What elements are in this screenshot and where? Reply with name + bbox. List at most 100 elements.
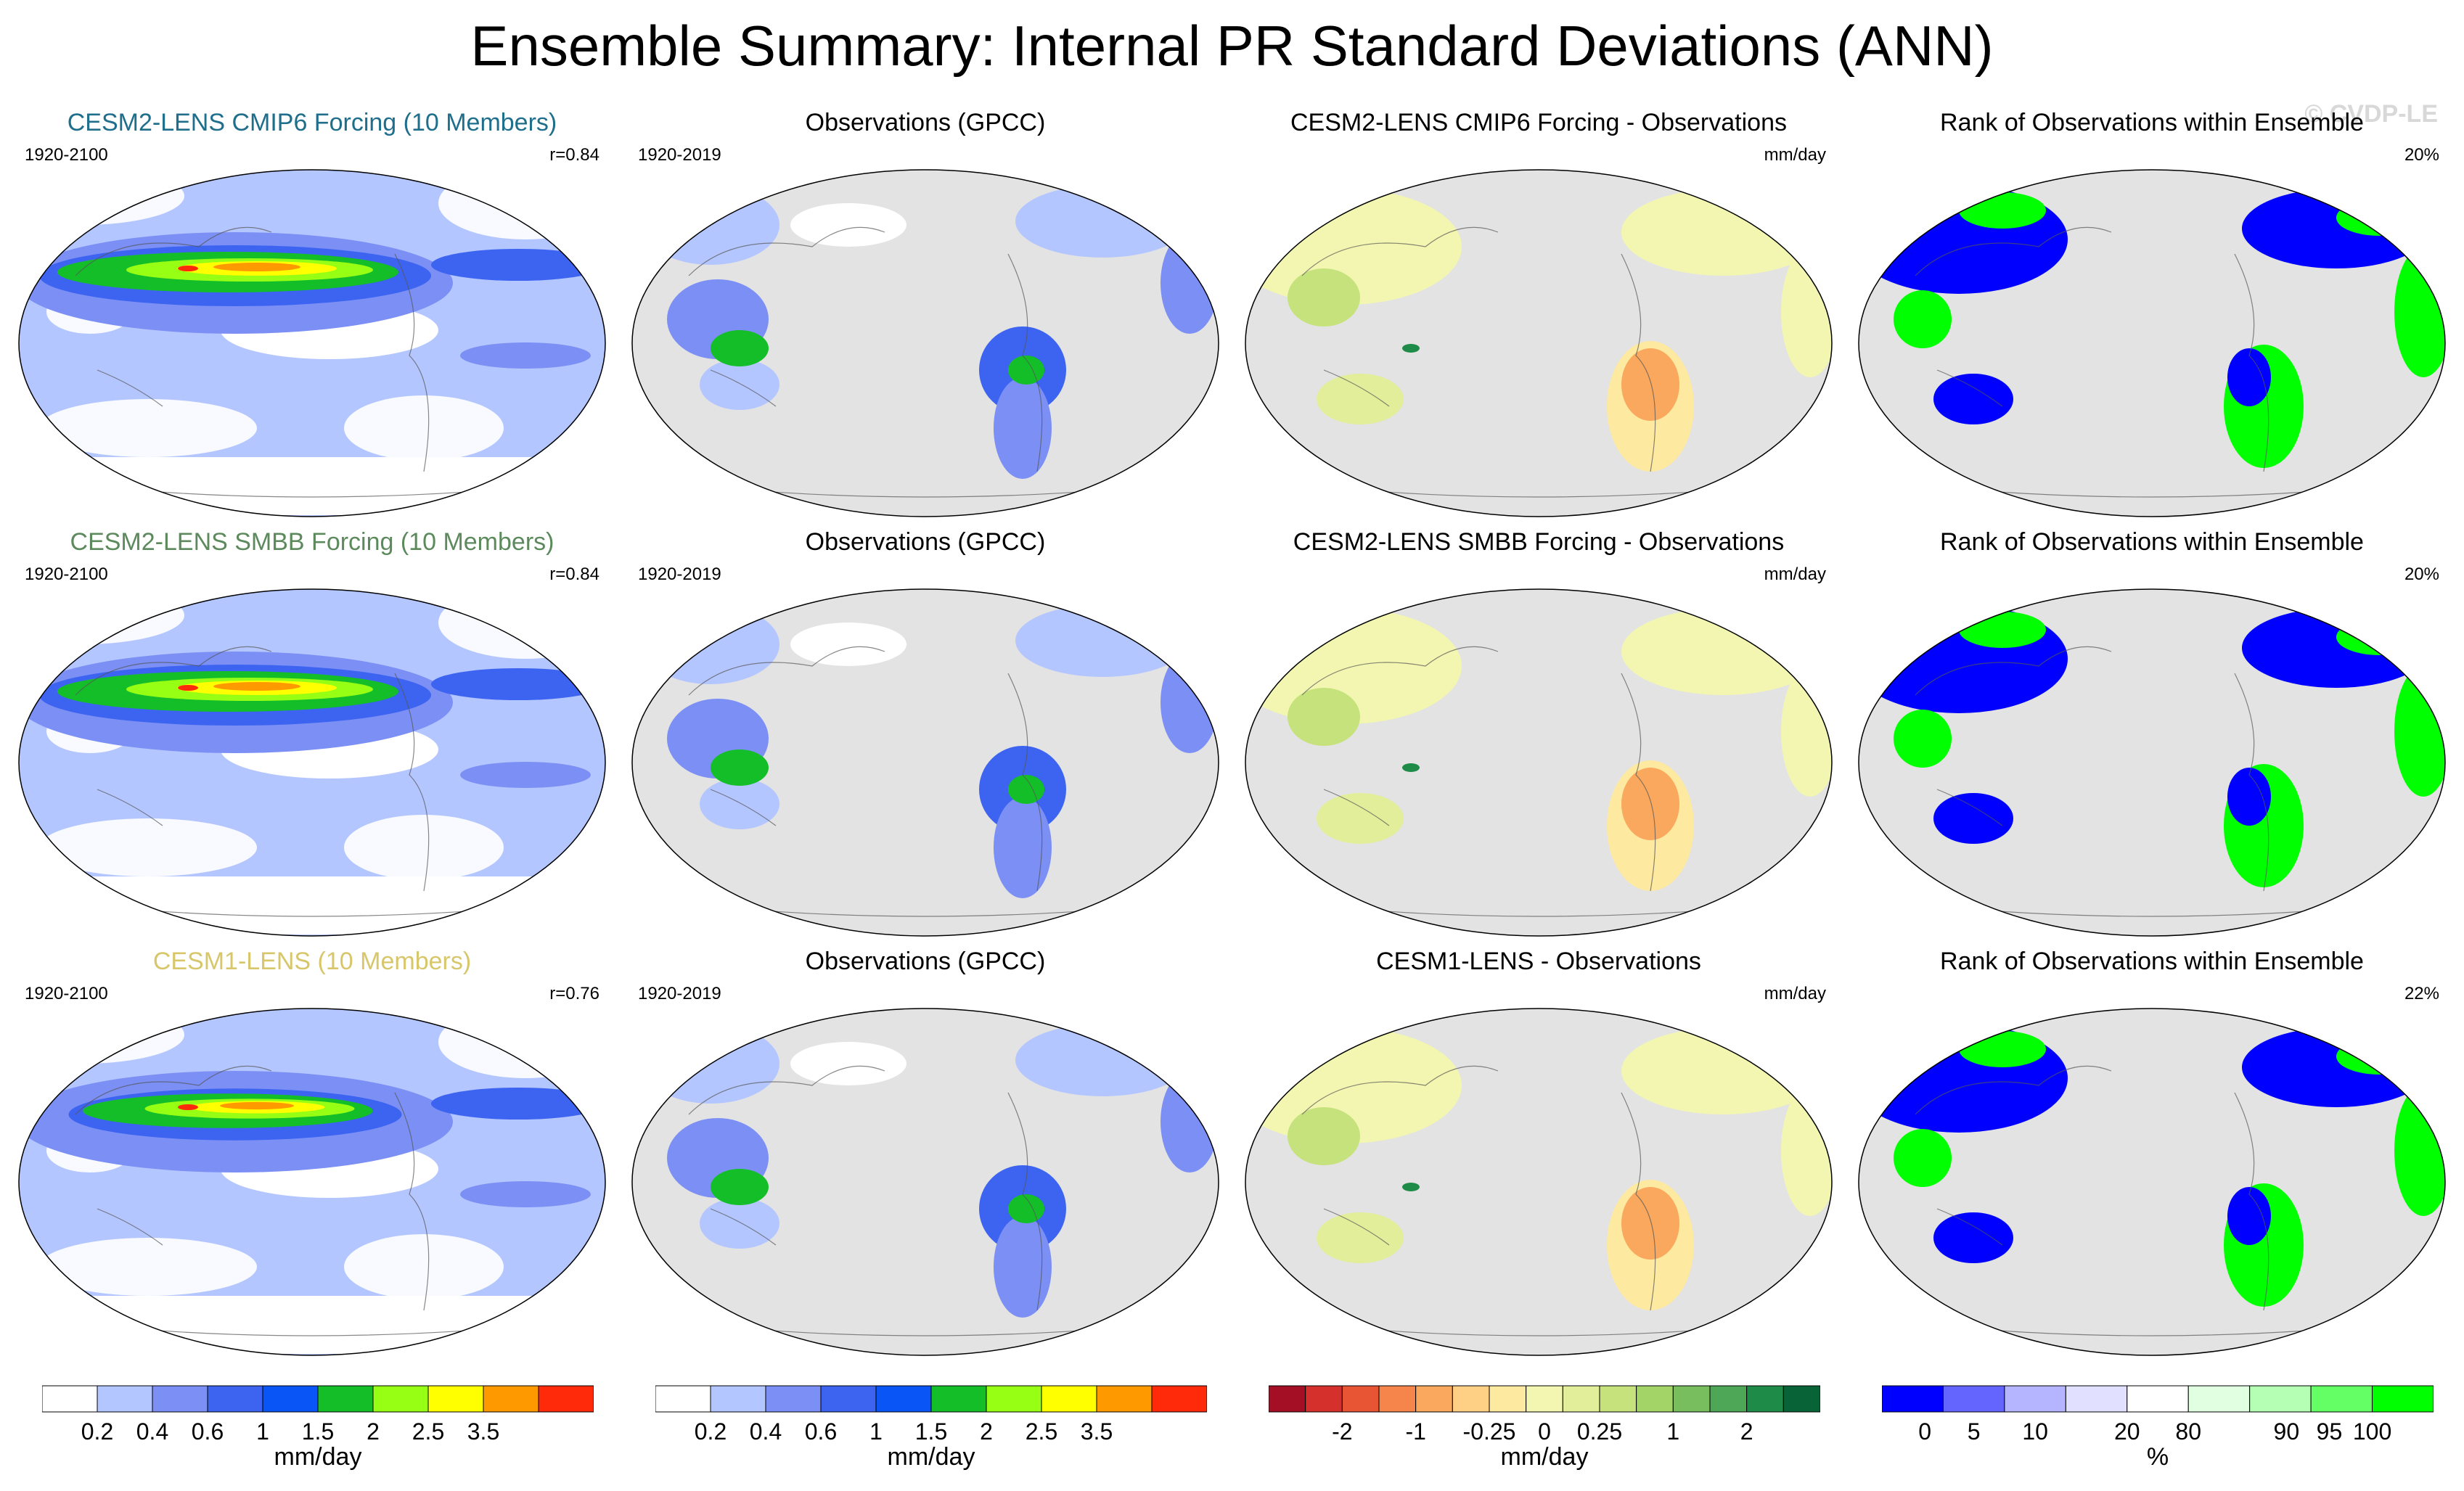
model-map [18,1008,606,1356]
stddev-tick-label: 1 [869,1418,883,1445]
diff-swatch-8 [1562,1385,1600,1413]
diff-swatch-5 [1452,1385,1490,1413]
stddev-colorbar-units: mm/day [274,1443,362,1471]
obs-map [631,1008,1219,1356]
model-panel-row2: CESM2-LENS SMBB Forcing (10 Members) 1920… [9,528,615,956]
diff-swatch-3 [1378,1385,1417,1413]
stddev-tick-label: 0.2 [695,1418,726,1445]
pattern-correlation: r=0.84 [549,564,599,584]
obs-panel-row2: Observations (GPCC) 1920-2019 [622,528,1229,956]
diff-swatch-6 [1489,1385,1527,1413]
stddev-tick-label: 0.6 [805,1418,837,1445]
stddev-swatch-6 [372,1385,429,1413]
diff-swatch-4 [1415,1385,1453,1413]
rank-percent: 22% [2404,984,2439,1003]
period-label: 1920-2019 [638,984,721,1003]
rank-swatch-5 [2187,1385,2251,1413]
diff-tick-label: 2 [1740,1418,1753,1445]
obs-map [631,169,1219,517]
diff-swatch-1 [1305,1385,1343,1413]
rank-colorbar-svg: 0 5 10 20 80 90 95 100 [1882,1385,2434,1445]
stddev-swatch-0 [655,1385,711,1413]
rank-map [1858,169,2446,517]
stddev-swatch-7 [1041,1385,1097,1413]
diff-swatch-11 [1672,1385,1711,1413]
model-panel-title: CESM1-LENS (10 Members) [152,948,472,975]
rank-tick-label: 90 [2274,1418,2300,1445]
model-map [18,169,606,517]
diff-tick-label: -0.25 [1463,1418,1516,1445]
diff-panel-row1: CESM2-LENS CMIP6 Forcing - Observations m… [1235,109,1842,537]
rank-swatch-4 [2127,1385,2189,1413]
stddev-swatch-1 [97,1385,153,1413]
pattern-correlation: r=0.76 [549,984,599,1003]
diff-swatch-14 [1782,1385,1820,1413]
stddev-tick-label: 3.5 [1081,1418,1113,1445]
stddev-swatch-4 [875,1385,932,1413]
stddev-swatch-7 [427,1385,484,1413]
rank-tick-label: 80 [2175,1418,2201,1445]
diff-tick-label: -1 [1405,1418,1425,1445]
difference-colorbar: -2 -1 -0.25 0 0.25 1 2 mm/day [1269,1383,1820,1477]
stddev-tick-label: 2 [367,1418,380,1445]
period-label: 1920-2019 [638,145,721,165]
stddev-swatch-5 [930,1385,987,1413]
diff-swatch-10 [1636,1385,1674,1413]
obs-map [631,588,1219,937]
stddev-swatch-9 [1151,1385,1207,1413]
obs-colorbar-svg: 0.2 0.4 0.6 1 1.5 2 2.5 3.5 [655,1385,1207,1445]
rank-percent: 20% [2404,564,2439,584]
diff-panel-title: CESM2-LENS CMIP6 Forcing - Observations [1290,109,1787,136]
rank-tick-label: 100 [2353,1418,2391,1445]
rank-colorbar-units: % [2146,1443,2169,1471]
obs-panel-row3: Observations (GPCC) 1920-2019 [622,948,1229,1376]
diff-tick-label: -2 [1332,1418,1352,1445]
stddev-colorbar: 0.2 0.4 0.6 1 1.5 2 2.5 3.5 mm/day [42,1383,594,1477]
model-map [18,588,606,937]
diff-swatch-9 [1599,1385,1637,1413]
units-label: mm/day [1764,145,1826,165]
diff-panel-row2: CESM2-LENS SMBB Forcing - Observations mm… [1235,528,1842,956]
stddev-swatch-2 [152,1385,208,1413]
stddev-tick-label: 3.5 [467,1418,499,1445]
stddev-swatch-0 [42,1385,98,1413]
model-panel-row1: CESM2-LENS CMIP6 Forcing (10 Members) 192… [9,109,615,537]
stddev-tick-label: 0.4 [136,1418,168,1445]
stddev-tick-label: 2.5 [1026,1418,1057,1445]
rank-panel-title: Rank of Observations within Ensemble [1940,109,2364,136]
rank-swatch-1 [1942,1385,2005,1413]
model-panel-row3: CESM1-LENS (10 Members) 1920-2100 r=0.76 [9,948,615,1376]
stddev-tick-label: 1 [256,1418,269,1445]
rank-map [1858,1008,2446,1356]
stddev-swatch-9 [538,1385,594,1413]
stddev-swatch-1 [710,1385,766,1413]
diff-swatch-0 [1269,1385,1306,1413]
stddev-tick-label: 0.6 [192,1418,224,1445]
rank-tick-label: 10 [2022,1418,2048,1445]
rank-swatch-3 [2065,1385,2128,1413]
units-label: mm/day [1764,984,1826,1003]
diff-map [1245,1008,1833,1356]
difference-colorbar-units: mm/day [1500,1443,1589,1471]
stddev-tick-label: 1.5 [302,1418,334,1445]
rank-percent: 20% [2404,145,2439,165]
diff-tick-label: 1 [1666,1418,1679,1445]
period-label: 1920-2100 [25,564,108,584]
stddev-tick-label: 2 [980,1418,993,1445]
rank-tick-label: 95 [2317,1418,2343,1445]
stddev-swatch-8 [1096,1385,1153,1413]
diff-panel-title: CESM1-LENS - Observations [1376,948,1701,975]
obs-colorbar-units: mm/day [887,1443,975,1471]
diff-tick-label: 0.25 [1577,1418,1622,1445]
rank-colorbar: 0 5 10 20 80 90 95 100 % [1882,1383,2434,1477]
difference-colorbar-svg: -2 -1 -0.25 0 0.25 1 2 [1269,1385,1820,1445]
rank-panel-title: Rank of Observations within Ensemble [1940,948,2364,975]
rank-tick-label: 5 [1968,1418,1981,1445]
stddev-swatch-3 [820,1385,877,1413]
rank-tick-label: 20 [2114,1418,2140,1445]
stddev-tick-label: 0.2 [81,1418,113,1445]
obs-colorbar: 0.2 0.4 0.6 1 1.5 2 2.5 3.5 mm/day [655,1383,1207,1477]
obs-panel-title: Observations (GPCC) [805,528,1046,556]
diff-panel-title: CESM2-LENS SMBB Forcing - Observations [1293,528,1785,556]
stddev-swatch-3 [207,1385,263,1413]
